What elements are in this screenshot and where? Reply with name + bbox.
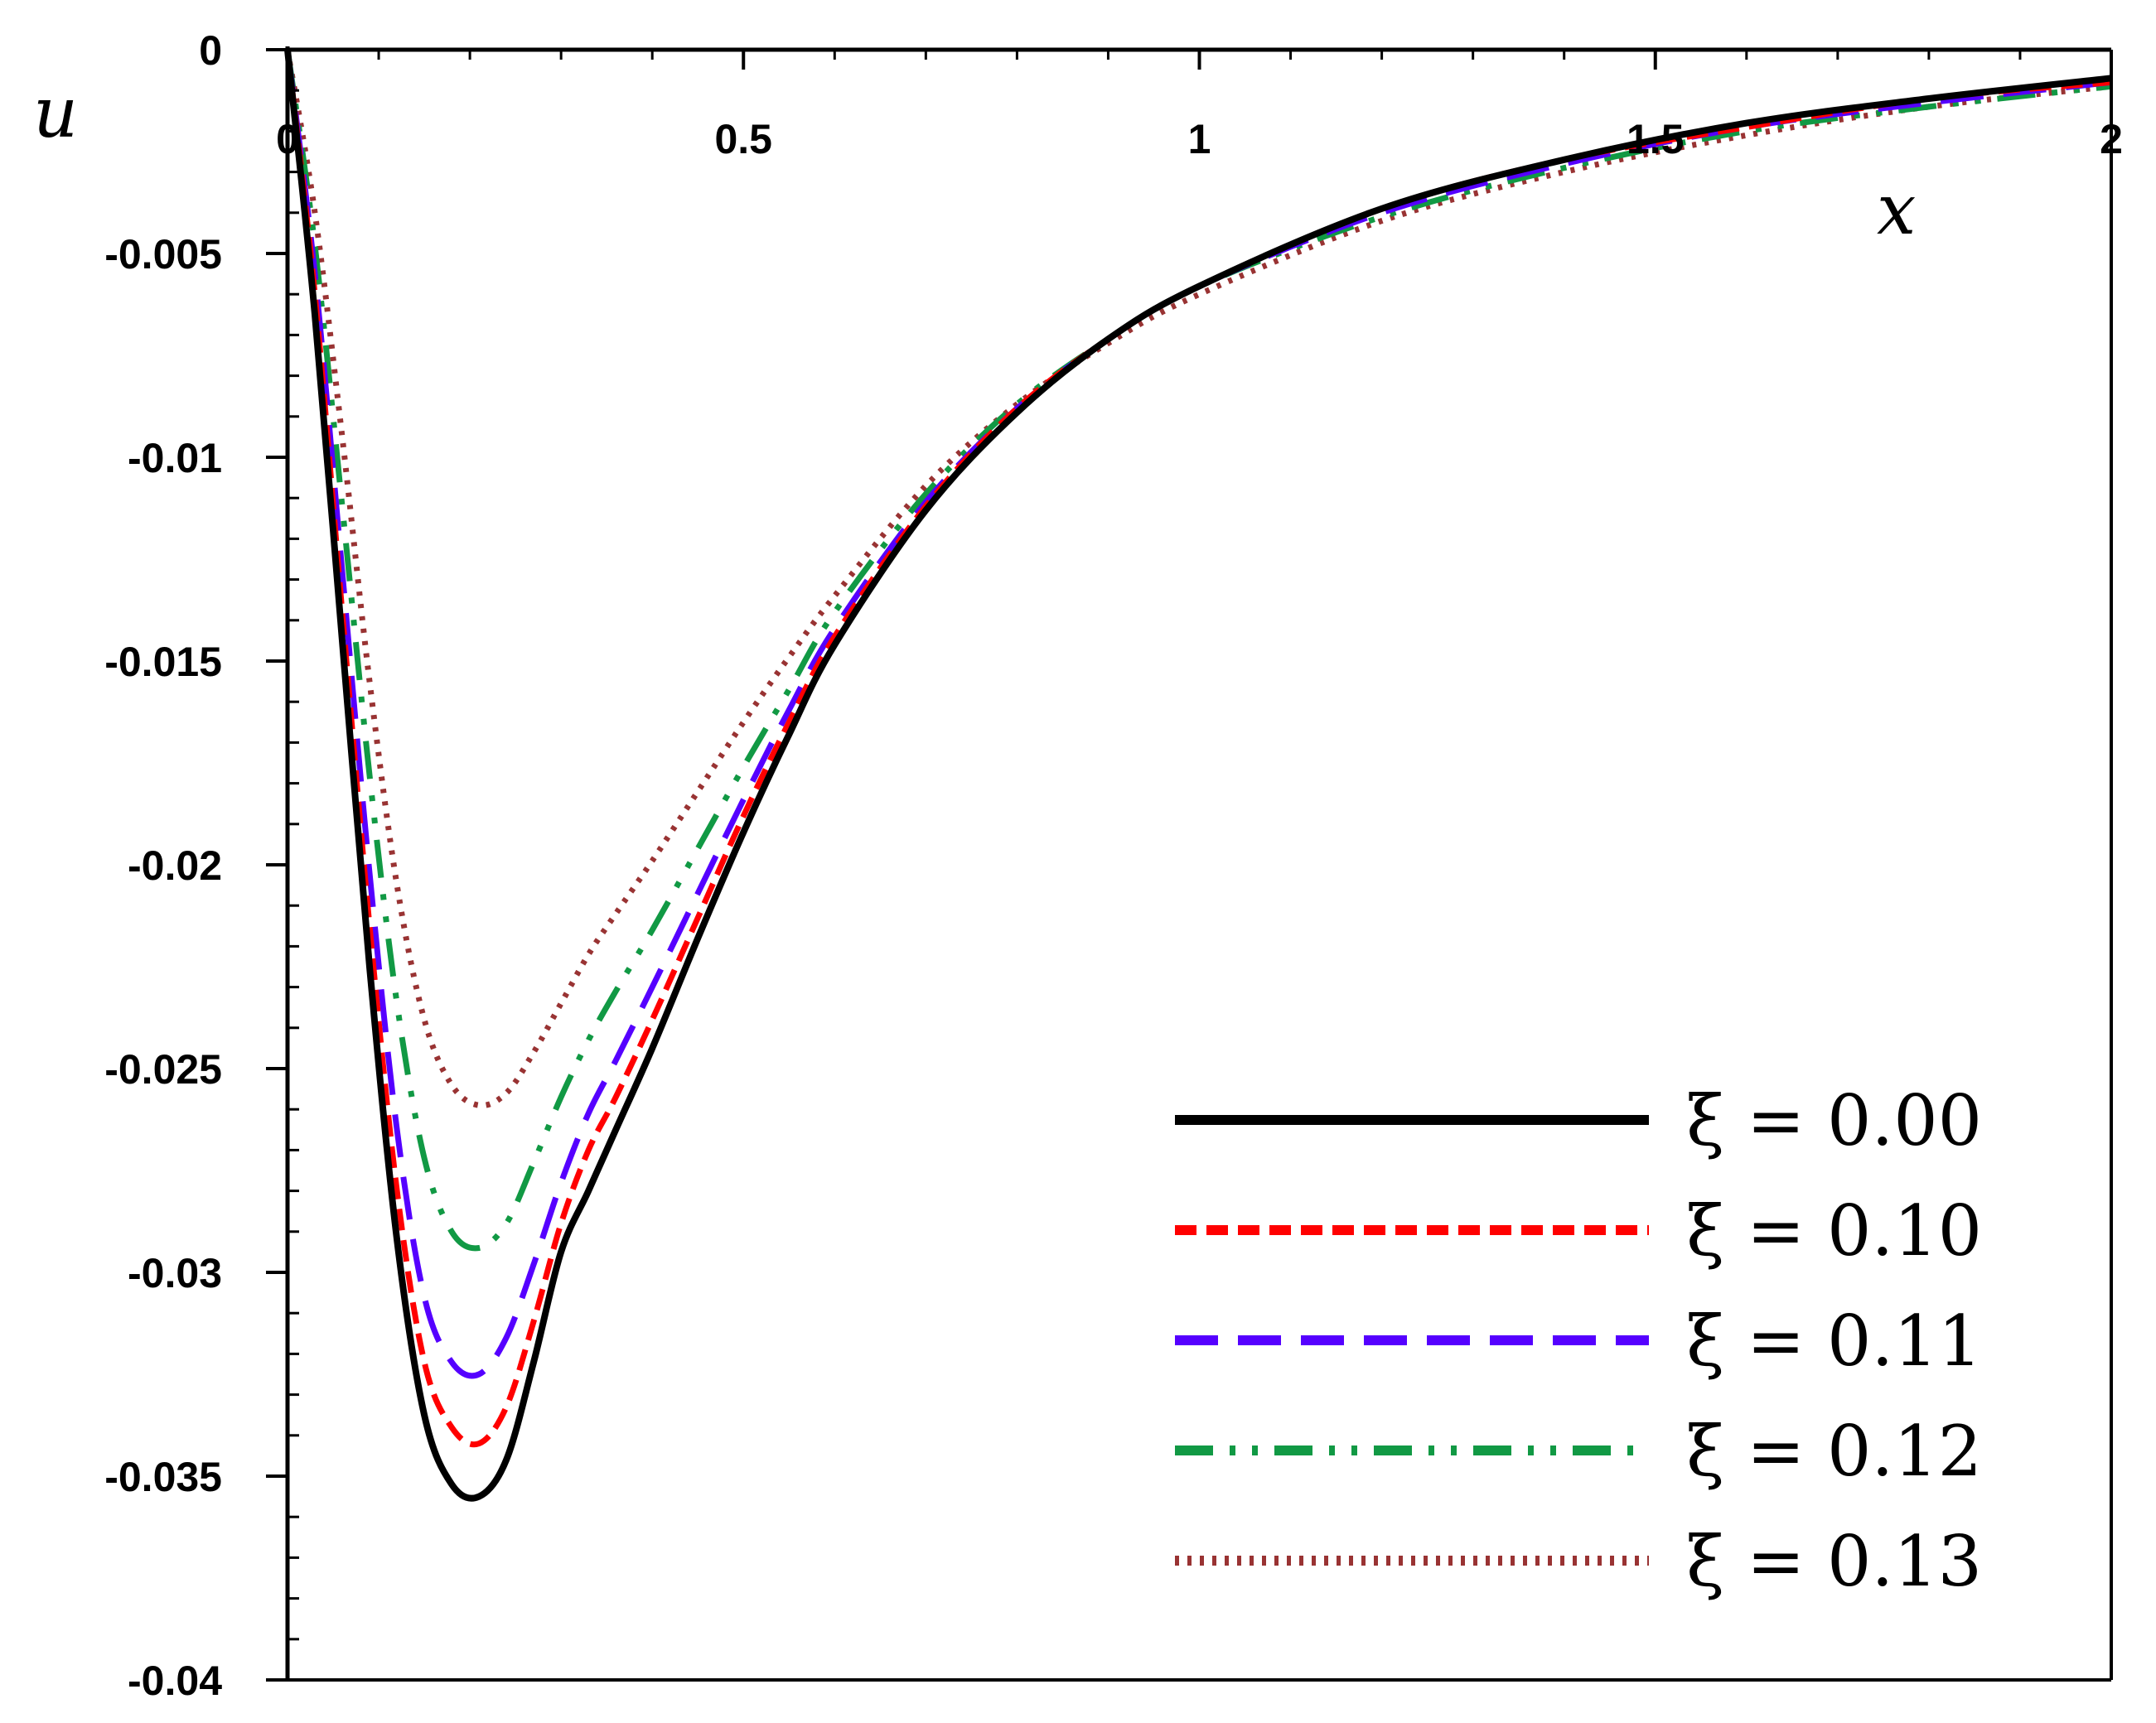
x-tick-label: 2 (2100, 116, 2123, 162)
legend-label: ξ = 0.11 (1686, 1301, 1982, 1382)
x-axis-title: x (1877, 169, 1916, 250)
y-tick-label: -0.01 (128, 435, 222, 481)
legend-label: ξ = 0.00 (1686, 1080, 1982, 1161)
legend-label: ξ = 0.10 (1686, 1190, 1982, 1272)
y-tick-label: -0.035 (104, 1454, 222, 1500)
x-tick-label: 0 (276, 116, 299, 162)
y-tick-label: -0.025 (104, 1046, 222, 1093)
x-tick-label: 1 (1188, 116, 1211, 162)
legend: ξ = 0.00 ξ = 0.10 ξ = 0.11 ξ = 0.12 ξ = 0.13 (1175, 1080, 1982, 1602)
legend-label: ξ = 0.12 (1686, 1411, 1982, 1492)
y-tick-label: -0.015 (104, 639, 222, 685)
series-line-2 (284, 49, 2112, 1379)
y-tick-label: -0.03 (128, 1250, 222, 1296)
legend-label: ξ = 0.13 (1686, 1521, 1982, 1602)
series-line-1 (284, 49, 2112, 1448)
axes (266, 46, 2113, 1682)
series-line-0 (284, 49, 2112, 1502)
y-tick-label: -0.04 (128, 1658, 222, 1704)
y-tick-label: -0.02 (128, 842, 222, 889)
series-line-3 (284, 49, 2112, 1252)
y-tick-label: -0.005 (104, 231, 222, 278)
x-tick-label: 0.5 (714, 116, 772, 162)
y-tick-label: 0 (199, 27, 222, 74)
series-curves (284, 49, 2112, 1502)
series-line-4 (284, 49, 2112, 1109)
tick-labels: 0 0.5 1 1.5 2 0 -0.005 -0.01 -0.015 -0.02 -0.025 -0… (104, 27, 2123, 1704)
y-axis-title: u (33, 72, 78, 153)
x-tick-label: 1.5 (1627, 116, 1685, 162)
